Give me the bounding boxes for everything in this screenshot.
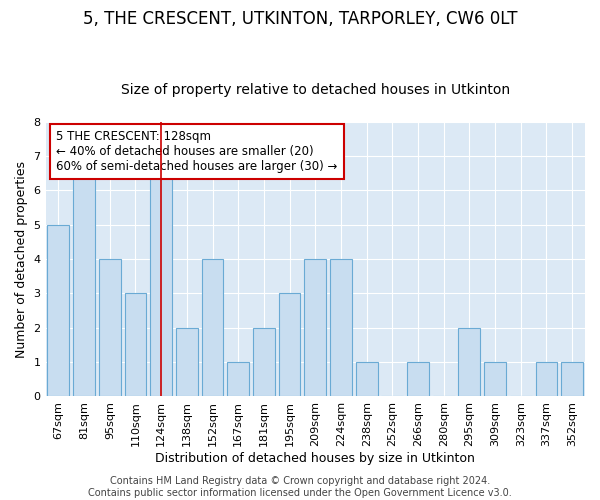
- Bar: [227, 362, 249, 396]
- Bar: [125, 294, 146, 397]
- Bar: [202, 259, 223, 396]
- Text: 5 THE CRESCENT: 128sqm
← 40% of detached houses are smaller (20)
60% of semi-det: 5 THE CRESCENT: 128sqm ← 40% of detached…: [56, 130, 338, 173]
- X-axis label: Distribution of detached houses by size in Utkinton: Distribution of detached houses by size …: [155, 452, 475, 465]
- Bar: [458, 328, 481, 396]
- Title: Size of property relative to detached houses in Utkinton: Size of property relative to detached ho…: [121, 83, 510, 97]
- Bar: [356, 362, 377, 396]
- Bar: [176, 328, 198, 396]
- Bar: [99, 259, 121, 396]
- Bar: [253, 328, 275, 396]
- Bar: [407, 362, 429, 396]
- Bar: [47, 225, 70, 396]
- Bar: [484, 362, 506, 396]
- Y-axis label: Number of detached properties: Number of detached properties: [15, 160, 28, 358]
- Bar: [278, 294, 301, 397]
- Text: Contains HM Land Registry data © Crown copyright and database right 2024.
Contai: Contains HM Land Registry data © Crown c…: [88, 476, 512, 498]
- Bar: [561, 362, 583, 396]
- Bar: [150, 156, 172, 396]
- Text: 5, THE CRESCENT, UTKINTON, TARPORLEY, CW6 0LT: 5, THE CRESCENT, UTKINTON, TARPORLEY, CW…: [83, 10, 517, 28]
- Bar: [536, 362, 557, 396]
- Bar: [73, 156, 95, 396]
- Bar: [330, 259, 352, 396]
- Bar: [304, 259, 326, 396]
